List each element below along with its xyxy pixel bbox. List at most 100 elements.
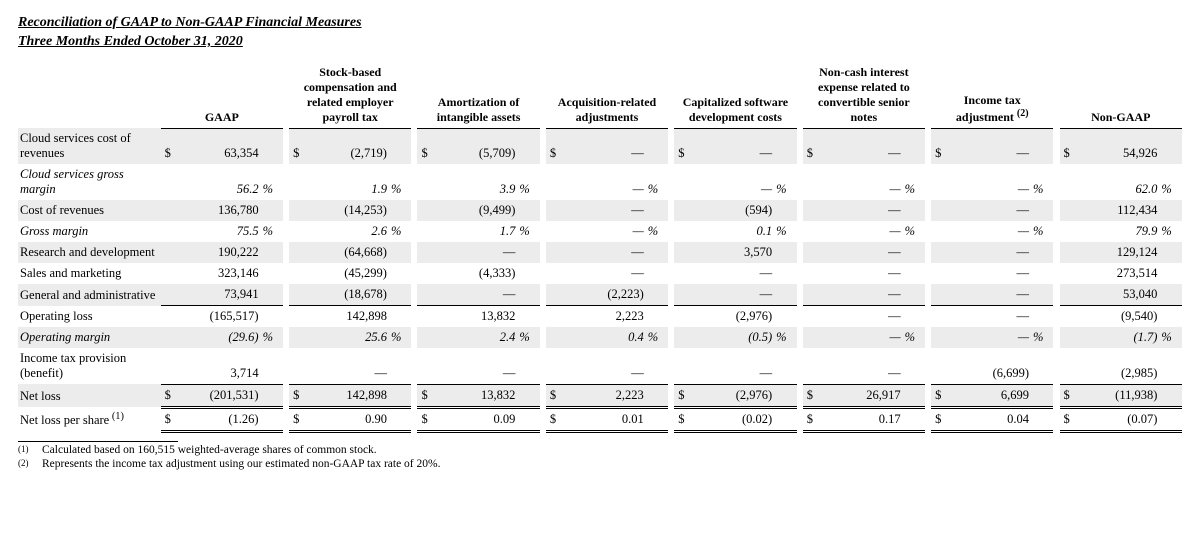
cell: (9,540) xyxy=(1074,306,1162,328)
cell: % xyxy=(263,327,283,348)
cell xyxy=(546,348,560,384)
cell xyxy=(803,263,817,284)
cell xyxy=(546,164,560,200)
cell: % xyxy=(648,164,668,200)
cell xyxy=(905,384,925,407)
cell xyxy=(391,348,411,384)
cell: % xyxy=(905,221,925,242)
cell xyxy=(905,284,925,306)
cell xyxy=(519,284,539,306)
cell xyxy=(391,384,411,407)
cell: % xyxy=(776,327,796,348)
cell: 273,514 xyxy=(1074,263,1162,284)
cell: 13,832 xyxy=(432,384,520,407)
cell xyxy=(161,284,175,306)
cell xyxy=(391,306,411,328)
cell: 129,124 xyxy=(1074,242,1162,263)
cell xyxy=(417,348,431,384)
col-amort: Amortization of intangible assets xyxy=(417,62,539,129)
cell xyxy=(931,348,945,384)
cell: 62.0 xyxy=(1074,164,1162,200)
cell: — xyxy=(945,327,1033,348)
cell xyxy=(905,306,925,328)
col-nongaap: Non-GAAP xyxy=(1060,62,1183,129)
cell xyxy=(905,242,925,263)
cell: — xyxy=(817,242,905,263)
cell xyxy=(1161,407,1182,431)
cell: 2.6 xyxy=(303,221,391,242)
cell: (45,299) xyxy=(303,263,391,284)
cell: % xyxy=(391,327,411,348)
cell xyxy=(648,407,668,431)
cell: (2,976) xyxy=(689,306,777,328)
table-body: Cloud services cost of revenues$63,354$(… xyxy=(18,128,1182,431)
row-label: Operating margin xyxy=(18,327,161,348)
cell: (1.7) xyxy=(1074,327,1162,348)
cell xyxy=(905,128,925,164)
cell xyxy=(776,348,796,384)
cell xyxy=(546,306,560,328)
cell xyxy=(1033,128,1053,164)
col-gaap: GAAP xyxy=(161,62,283,129)
cell xyxy=(1060,221,1074,242)
cell: — xyxy=(817,306,905,328)
col-sbc: Stock-based compensation and related emp… xyxy=(289,62,411,129)
cell xyxy=(648,128,668,164)
cell xyxy=(1161,200,1182,221)
cell: % xyxy=(1033,221,1053,242)
cell: — xyxy=(560,348,648,384)
cell xyxy=(648,242,668,263)
cell xyxy=(391,242,411,263)
col-noncash: Non-cash interest expense related to con… xyxy=(803,62,925,129)
table-row: Cost of revenues136,780(14,253)(9,499)—(… xyxy=(18,200,1182,221)
cell xyxy=(263,384,283,407)
table-row: Sales and marketing323,146(45,299)(4,333… xyxy=(18,263,1182,284)
cell: (29.6) xyxy=(175,327,263,348)
cell: 6,699 xyxy=(945,384,1033,407)
footnote-index: (2) xyxy=(18,458,42,470)
cell: (4,333) xyxy=(432,263,520,284)
cell xyxy=(776,200,796,221)
cell: — xyxy=(817,128,905,164)
row-label: General and administrative xyxy=(18,284,161,306)
cell: $ xyxy=(674,407,688,431)
cell: 323,146 xyxy=(175,263,263,284)
cell: — xyxy=(432,348,520,384)
cell xyxy=(803,221,817,242)
cell xyxy=(263,200,283,221)
cell: 25.6 xyxy=(303,327,391,348)
cell xyxy=(931,327,945,348)
cell xyxy=(931,164,945,200)
cell xyxy=(519,348,539,384)
cell: 0.09 xyxy=(432,407,520,431)
cell: — xyxy=(817,284,905,306)
table-row: Income tax provision (benefit)3,714—————… xyxy=(18,348,1182,384)
cell xyxy=(1161,284,1182,306)
cell xyxy=(289,284,303,306)
cell: $ xyxy=(803,384,817,407)
table-row: Gross margin75.5%2.6%1.7%—%0.1%—%—%79.9% xyxy=(18,221,1182,242)
cell xyxy=(776,242,796,263)
cell xyxy=(417,200,431,221)
cell xyxy=(1060,263,1074,284)
table-row: Net loss$(201,531)$142,898$13,832$2,223$… xyxy=(18,384,1182,407)
cell xyxy=(776,407,796,431)
cell: — xyxy=(689,128,777,164)
row-label: Cost of revenues xyxy=(18,200,161,221)
col-tax: Income tax adjustment (2) xyxy=(931,62,1053,129)
cell: $ xyxy=(546,407,560,431)
table-row: Cloud services cost of revenues$63,354$(… xyxy=(18,128,1182,164)
cell xyxy=(1033,384,1053,407)
row-label: Research and development xyxy=(18,242,161,263)
cell: % xyxy=(519,221,539,242)
cell xyxy=(648,384,668,407)
cell xyxy=(803,348,817,384)
cell: — xyxy=(945,242,1033,263)
cell: (594) xyxy=(689,200,777,221)
cell: % xyxy=(648,221,668,242)
cell: — xyxy=(689,348,777,384)
cell: % xyxy=(519,164,539,200)
cell xyxy=(417,242,431,263)
cell xyxy=(391,128,411,164)
table-row: Cloud services gross margin56.2%1.9%3.9%… xyxy=(18,164,1182,200)
